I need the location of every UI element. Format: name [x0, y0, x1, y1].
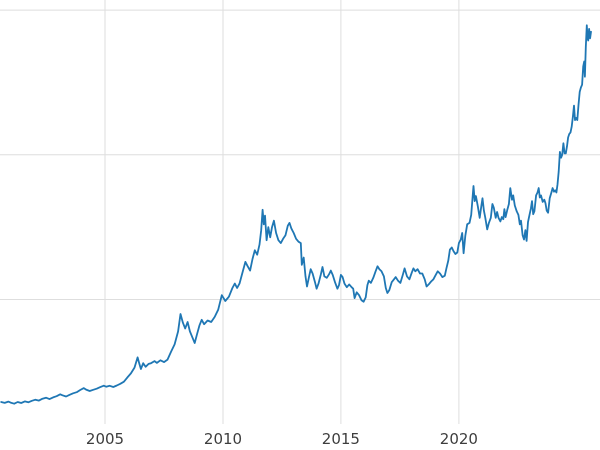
x-tick-label: 2015: [322, 430, 360, 448]
x-tick-label: 2010: [204, 430, 242, 448]
x-tick-label: 2020: [440, 430, 478, 448]
series-line: [0, 24, 592, 405]
x-tick-label: 2005: [86, 430, 124, 448]
